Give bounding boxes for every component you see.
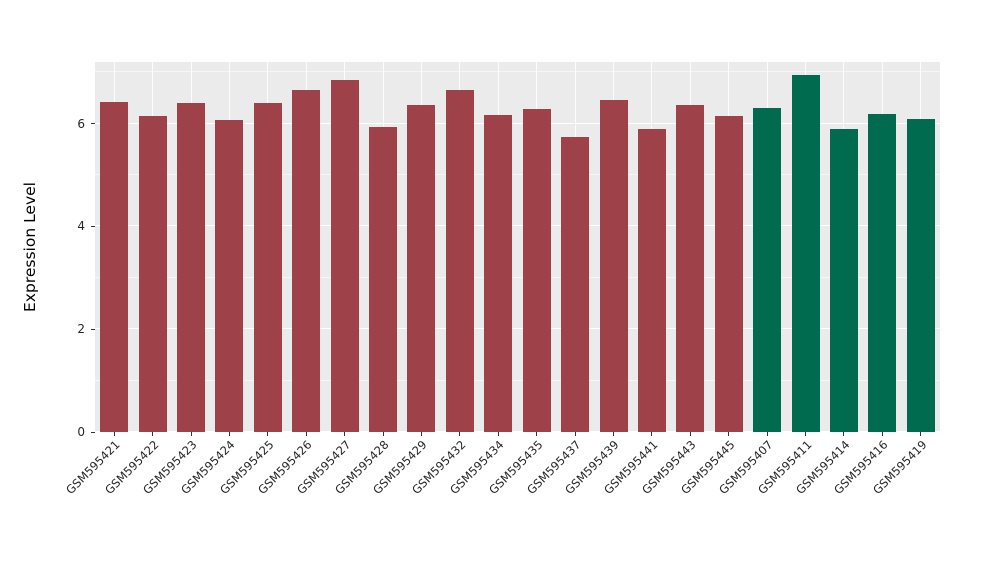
grid-minor-line [95,71,940,73]
y-tick-label: 2 [77,322,85,337]
bar [292,90,321,432]
plot-panel [95,62,940,432]
x-tick-mark [920,432,922,436]
grid-minor-line [95,276,940,278]
x-tick-mark [267,432,269,436]
x-tick-mark [228,432,230,436]
x-tick-mark [113,432,115,436]
x-tick-mark [459,432,461,436]
bar [791,75,820,432]
x-tick-mark [152,432,154,436]
x-tick-mark [766,432,768,436]
x-tick-mark [190,432,192,436]
bar [215,120,244,432]
bar [676,105,705,432]
x-tick-mark [843,432,845,436]
grid-major-line [95,328,940,330]
grid-major-line [95,431,940,432]
grid-major-line [95,122,940,124]
bar [484,114,513,432]
grid-minor-line [95,174,940,176]
x-tick-mark [574,432,576,436]
bar [753,107,782,432]
y-tick-label: 6 [77,116,85,131]
y-tick-label: 4 [77,219,85,234]
bar [906,119,935,432]
y-tick-mark [91,123,95,125]
bar [100,102,129,432]
x-tick-mark [651,432,653,436]
bar [138,115,167,432]
x-tick-mark [382,432,384,436]
grid-major-line [95,225,940,227]
bar [253,103,282,432]
bar [369,126,398,432]
y-axis-title-text: Expression Level [21,182,39,312]
bar [599,100,628,432]
grid-minor-line [95,379,940,381]
x-tick-mark [536,432,538,436]
y-tick-label: 0 [77,425,85,439]
bar [561,137,590,432]
x-tick-mark [805,432,807,436]
x-tick-mark [689,432,691,436]
x-tick-mark [344,432,346,436]
bar [407,105,436,432]
bar [445,90,474,432]
bar [829,128,858,432]
bar [330,80,359,432]
x-tick-mark [613,432,615,436]
bar [522,108,551,432]
x-tick-mark [497,432,499,436]
x-tick-mark [881,432,883,436]
x-tick-mark [420,432,422,436]
bar [868,113,897,432]
y-tick-mark [91,225,95,227]
y-tick-mark [91,328,95,330]
x-tick-mark [305,432,307,436]
x-tick-mark [728,432,730,436]
bar [637,128,666,432]
bar [177,103,206,432]
y-tick-mark [91,431,95,433]
bar [714,115,743,432]
